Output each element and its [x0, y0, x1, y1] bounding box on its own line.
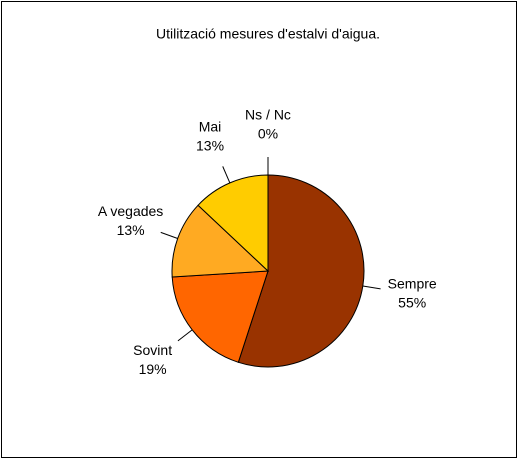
slice-value-label: 13% — [117, 222, 145, 238]
slice-label: Mai — [199, 119, 222, 135]
pie-slice — [237, 174, 365, 368]
chart-title: Utilització mesures d'estalvi d'aigua. — [156, 26, 380, 42]
slice-value-label: 0% — [258, 126, 278, 142]
leader-line — [160, 231, 178, 239]
slice-value-label: 19% — [139, 361, 167, 377]
leader-line — [362, 285, 381, 290]
slice-label: Sempre — [388, 276, 437, 292]
leader-line — [177, 329, 193, 342]
slice-label: Sovint — [133, 342, 172, 358]
slice-label: Ns / Nc — [245, 107, 291, 123]
slice-value-label: 13% — [196, 138, 224, 154]
pie-slice — [171, 270, 269, 363]
slice-label: A vegades — [98, 203, 163, 219]
slice-value-label: 55% — [398, 295, 426, 311]
leader-line — [222, 166, 231, 184]
